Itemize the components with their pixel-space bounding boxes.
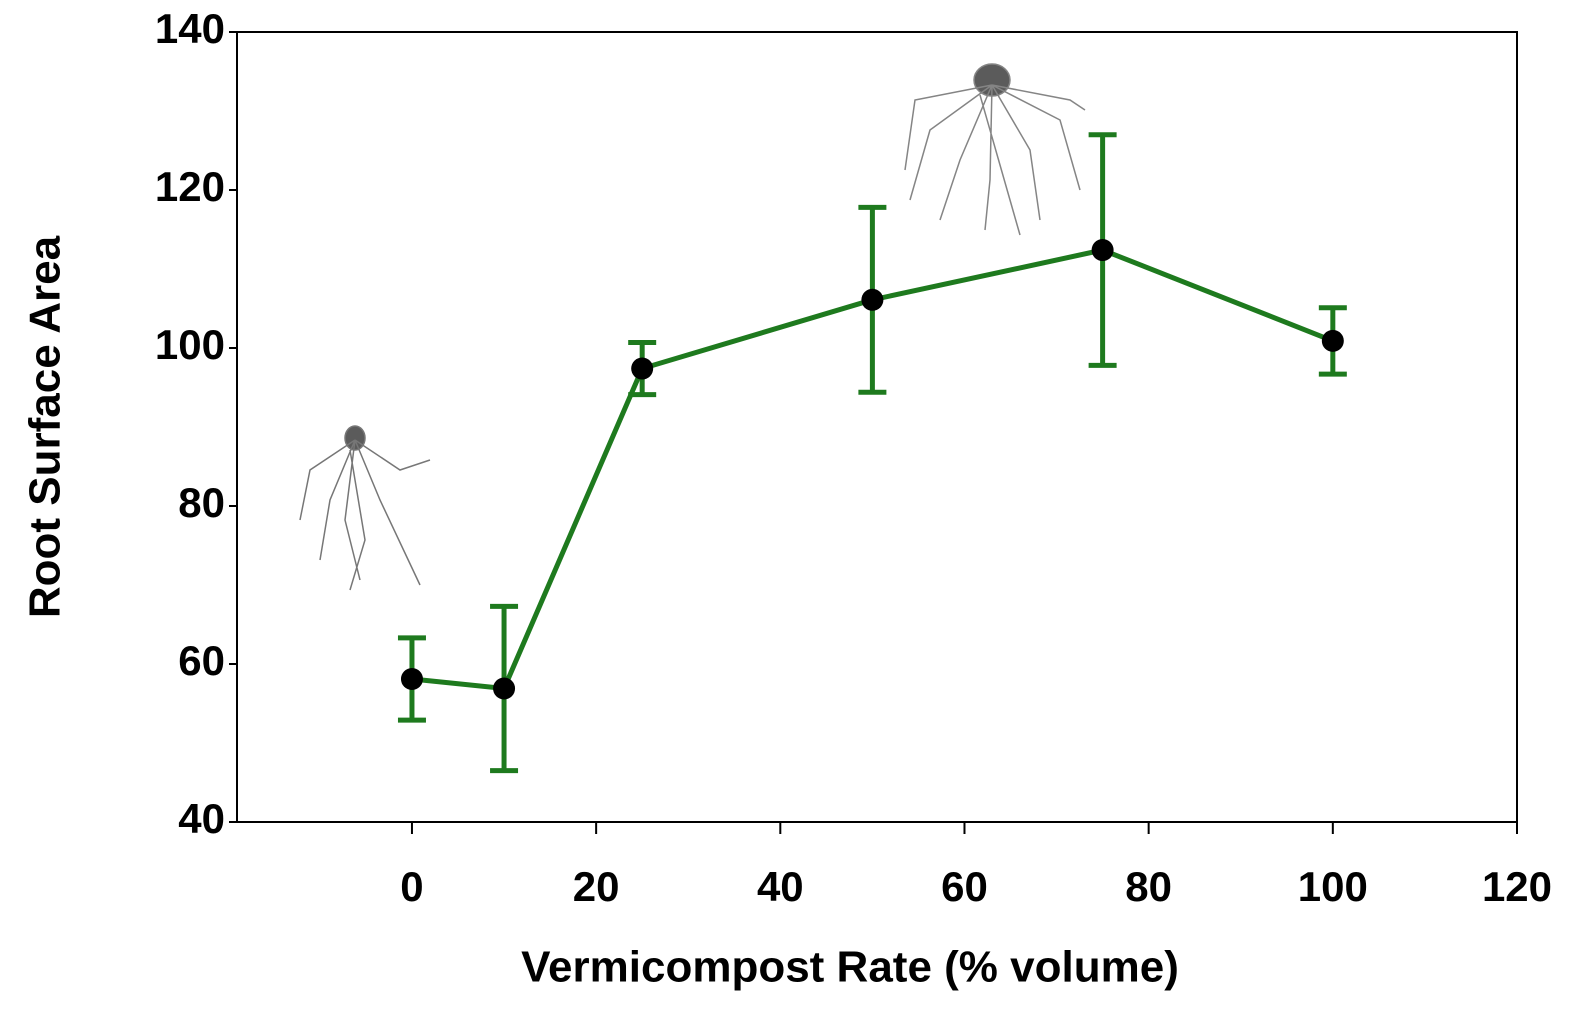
x-tick-label: 100: [1298, 863, 1368, 910]
x-tick-label: 20: [573, 863, 620, 910]
x-tick-label: 80: [1125, 863, 1172, 910]
y-tick-label: 120: [155, 163, 225, 210]
data-point: [1091, 239, 1114, 262]
plot-frame: [236, 31, 1518, 823]
y-tick-label: 60: [178, 637, 225, 684]
y-tick-label: 80: [178, 479, 225, 526]
y-axis-label: Root Surface Area: [21, 235, 70, 618]
data-point: [493, 677, 516, 700]
data-point: [400, 668, 423, 691]
data-point: [631, 357, 654, 380]
root-image-large: [904, 63, 1086, 236]
data-point: [1321, 329, 1344, 352]
x-tick-label: 0: [400, 863, 423, 910]
root-image-small: [299, 425, 431, 591]
x-axis-label: Vermicompost Rate (% volume): [521, 943, 1179, 992]
data-line: [411, 247, 1334, 692]
x-tick-label: 40: [757, 863, 804, 910]
y-tick-label: 40: [178, 795, 225, 842]
x-tick-label: 120: [1482, 863, 1552, 910]
x-tick-label: 60: [941, 863, 988, 910]
y-tick-label: 100: [155, 321, 225, 368]
data-point: [861, 288, 884, 311]
y-tick-label: 140: [155, 5, 225, 52]
